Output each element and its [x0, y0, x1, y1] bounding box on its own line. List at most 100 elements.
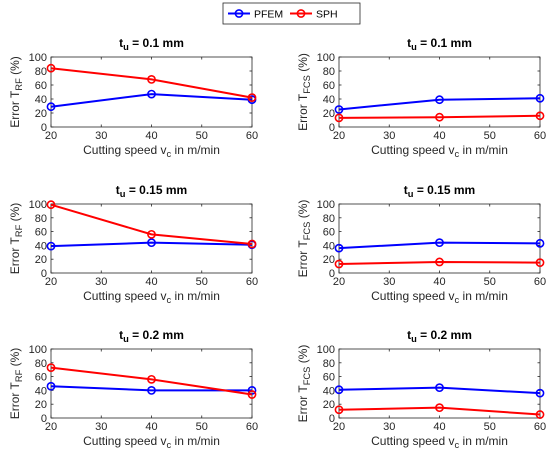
y-tick-label: 0 — [329, 122, 335, 134]
y-tick-label: 80 — [323, 213, 335, 225]
legend-label-pfem: PFEM — [254, 9, 283, 21]
y-tick-label: 0 — [329, 268, 335, 280]
y-axis-label: Error TRF (%) — [8, 203, 24, 275]
x-axis-label-rest: in m/min — [171, 143, 220, 157]
y-tick-label: 100 — [29, 52, 47, 64]
x-axis-label: Cutting speed vc in m/min — [83, 143, 220, 159]
y-tick-label: 100 — [29, 199, 47, 211]
y-tick-label: 0 — [41, 413, 47, 425]
x-axis-label-sub: c — [167, 440, 172, 450]
data-point-pfem — [535, 238, 545, 248]
x-axis-label-sub: c — [455, 295, 460, 305]
series-line-pfem — [50, 241, 253, 248]
x-axis-label: Cutting speed vc in m/min — [371, 289, 508, 305]
data-point-sph — [247, 93, 257, 102]
x-tick-label: 50 — [484, 130, 496, 142]
y-axis-label-rest: (%) — [8, 348, 22, 370]
chart-title-sub: u — [123, 42, 129, 52]
x-tick-label: 30 — [95, 276, 107, 288]
x-tick-label: 20 — [45, 276, 57, 288]
y-axis-label-main: Error T — [296, 240, 310, 278]
legend-label-sph: SPH — [316, 9, 338, 21]
x-axis-label: Cutting speed vc in m/min — [83, 434, 220, 450]
y-axis-label-rest: (%) — [296, 200, 310, 222]
y-tick-label: 40 — [323, 385, 335, 397]
y-tick-label: 40 — [35, 240, 47, 252]
y-axis-label-sub: RF — [14, 78, 24, 91]
x-axis-label-rest: in m/min — [171, 289, 220, 303]
x-axis-label-main: Cutting speed v — [83, 289, 166, 303]
x-tick-label: 40 — [433, 130, 445, 142]
data-point-sph — [334, 113, 344, 123]
chart-title-main: t — [404, 183, 408, 197]
data-point-sph — [147, 229, 156, 239]
chart-title: tu = 0.15 mm — [116, 183, 187, 199]
x-tick-label: 60 — [246, 130, 258, 142]
data-point-sph — [535, 111, 545, 121]
data-point-sph — [46, 200, 56, 210]
y-tick-label: 100 — [317, 199, 335, 211]
y-axis-label-sub: FCS — [302, 75, 312, 94]
y-tick-label: 80 — [323, 358, 335, 370]
x-axis-label-main: Cutting speed v — [371, 143, 454, 157]
y-tick-label: 60 — [35, 80, 47, 92]
chart-title-sub: u — [120, 189, 126, 199]
x-tick-label: 60 — [534, 276, 546, 288]
y-tick-label: 100 — [317, 52, 335, 64]
y-axis-label-sub: FCS — [302, 222, 312, 241]
x-axis-label-sub: c — [167, 149, 172, 159]
data-point-pfem — [147, 238, 156, 248]
x-tick-label: 40 — [145, 421, 157, 433]
x-axis-label-rest: in m/min — [459, 434, 508, 448]
data-point-sph — [435, 257, 444, 267]
series-line-sph — [50, 366, 253, 396]
x-tick-label: 30 — [95, 130, 107, 142]
y-tick-label: 20 — [35, 399, 47, 411]
chart-title-rest: = 0.1 mm — [129, 36, 184, 50]
y-tick-label: 100 — [317, 344, 335, 356]
y-tick-label: 100 — [29, 344, 47, 356]
x-tick-label: 50 — [196, 276, 208, 288]
series-line-pfem — [338, 386, 541, 395]
x-axis-label-rest: in m/min — [459, 289, 508, 303]
y-tick-label: 60 — [323, 372, 335, 384]
y-axis-label-sub: RF — [14, 224, 24, 237]
series-line-sph — [338, 406, 541, 416]
chart-title: tu = 0.1 mm — [119, 36, 184, 52]
y-tick-label: 0 — [329, 413, 335, 425]
y-tick-label: 60 — [323, 227, 335, 239]
y-axis-label-sub: RF — [14, 369, 24, 382]
y-tick-label: 60 — [35, 227, 47, 239]
x-axis-label: Cutting speed vc in m/min — [371, 143, 508, 159]
x-tick-label: 60 — [534, 421, 546, 433]
data-point-pfem — [46, 381, 56, 391]
y-tick-label: 0 — [41, 268, 47, 280]
data-point-pfem — [535, 388, 545, 398]
y-axis-label-main: Error T — [8, 90, 22, 128]
y-tick-label: 20 — [35, 254, 47, 266]
legend-marker-pfem — [234, 9, 244, 18]
y-axis-label-main: Error T — [296, 93, 310, 131]
x-tick-label: 20 — [333, 421, 345, 433]
y-tick-label: 40 — [35, 385, 47, 397]
series-line-pfem — [338, 97, 541, 111]
y-tick-label: 60 — [35, 372, 47, 384]
y-axis-label-main: Error T — [8, 382, 22, 420]
y-tick-label: 0 — [41, 122, 47, 134]
data-point-sph — [46, 63, 56, 73]
series-line-sph — [338, 114, 541, 119]
y-axis-label: Error TFCS (%) — [296, 345, 312, 423]
x-axis-label: Cutting speed vc in m/min — [371, 434, 508, 450]
data-point-sph — [334, 259, 344, 269]
chart-title-rest: = 0.2 mm — [129, 328, 184, 342]
data-point-sph — [147, 374, 156, 384]
x-axis-label-sub: c — [167, 295, 172, 305]
x-axis-label-main: Cutting speed v — [371, 289, 454, 303]
data-point-pfem — [147, 385, 156, 395]
data-point-sph — [435, 403, 444, 413]
x-axis-label-sub: c — [455, 149, 460, 159]
